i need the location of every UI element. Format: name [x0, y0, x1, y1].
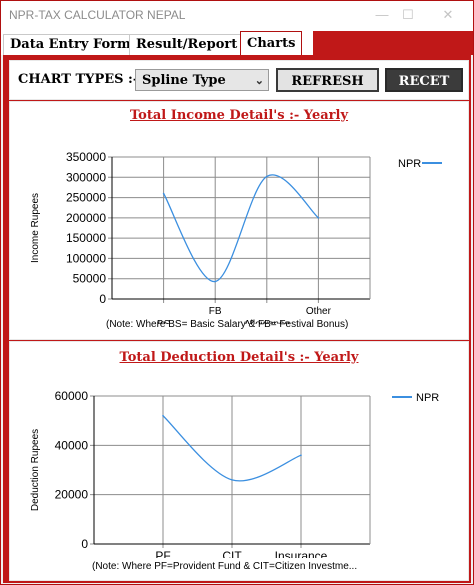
- data-point: [162, 192, 165, 195]
- y-tick-label: 0: [99, 292, 106, 306]
- y-tick-label: 40000: [55, 438, 89, 452]
- data-point: [300, 454, 302, 456]
- tab-result-report[interactable]: Result/Report: [129, 34, 245, 56]
- chevron-down-icon: ⌄: [254, 74, 264, 87]
- data-point: [231, 479, 233, 481]
- data-point: [266, 175, 268, 178]
- chart-type-select[interactable]: Spline Type ⌄: [135, 69, 269, 91]
- y-tick-label: 60000: [55, 389, 89, 403]
- income-chart-panel: Total Income Detail's :- Yearly 350000 30…: [9, 101, 469, 340]
- y-axis-label: Deduction Rupees: [30, 429, 41, 511]
- charts-content: CHART TYPES :- Spline Type ⌄ REFRESH REC…: [3, 55, 471, 583]
- legend-label-npr: NPR: [398, 158, 421, 170]
- y-tick-label: 150000: [66, 231, 106, 245]
- chart-type-value: Spline Type: [142, 73, 226, 88]
- x-tick-label: Allowance: [244, 319, 290, 324]
- maximize-button[interactable]: ☐: [402, 7, 414, 22]
- chart-types-label: CHART TYPES :-: [18, 72, 139, 87]
- x-tick-label: FB: [209, 306, 222, 317]
- data-point: [317, 217, 320, 219]
- y-tick-label: 0: [81, 537, 88, 551]
- income-chart: 350000 300000 250000 200000 150000 100000 5000…: [30, 150, 442, 324]
- income-chart-title: Total Income Detail's :- Yearly: [130, 108, 348, 123]
- tab-charts[interactable]: Charts: [240, 31, 303, 56]
- y-tick-label: 350000: [66, 150, 106, 164]
- income-chart-note: (Note: Where BS= Basic Salary & FB= Fest…: [106, 319, 349, 330]
- data-point: [162, 414, 164, 417]
- y-tick-label: 250000: [66, 191, 106, 205]
- legend-label-npr: NPR: [416, 392, 439, 404]
- minimize-button[interactable]: —: [375, 7, 389, 22]
- tab-data-entry-form[interactable]: Data Entry Form: [3, 34, 138, 56]
- y-axis-label: Income Rupees: [30, 193, 41, 263]
- x-tick-label: BS: [157, 319, 171, 324]
- y-tick-label: 200000: [66, 211, 106, 225]
- title-bar: NPR-TAX CALCULATOR NEPAL — ☐ ✕: [1, 1, 473, 31]
- y-tick-label: 300000: [66, 170, 106, 184]
- x-tick-label: CIT: [222, 549, 242, 558]
- y-tick-label: 20000: [55, 488, 89, 502]
- toolbar: CHART TYPES :- Spline Type ⌄ REFRESH REC…: [9, 60, 469, 100]
- deduction-chart: 60000 40000 20000 0 PF CIT Insurance Deduction …: [30, 389, 439, 558]
- deduction-chart-note: (Note: Where PF=Provident Fund & CIT=Cit…: [92, 561, 358, 572]
- recet-button[interactable]: RECET: [385, 68, 463, 92]
- deduction-chart-title: Total Deduction Detail's :- Yearly: [119, 350, 359, 365]
- tab-strip-fill: [313, 31, 473, 55]
- x-tick-label: Other: [306, 306, 332, 317]
- y-tick-label: 100000: [66, 251, 106, 265]
- x-tick-label: PF: [155, 549, 170, 558]
- data-point: [214, 280, 216, 283]
- x-tick-label: Insurance: [275, 549, 328, 558]
- deduction-chart-panel: Total Deduction Detail's :- Yearly 60000…: [9, 341, 469, 581]
- y-tick-label: 50000: [73, 272, 107, 286]
- refresh-button[interactable]: REFRESH: [276, 68, 379, 92]
- series-line-npr: [163, 174, 319, 283]
- close-button[interactable]: ✕: [442, 7, 454, 22]
- window-title: NPR-TAX CALCULATOR NEPAL: [9, 8, 186, 22]
